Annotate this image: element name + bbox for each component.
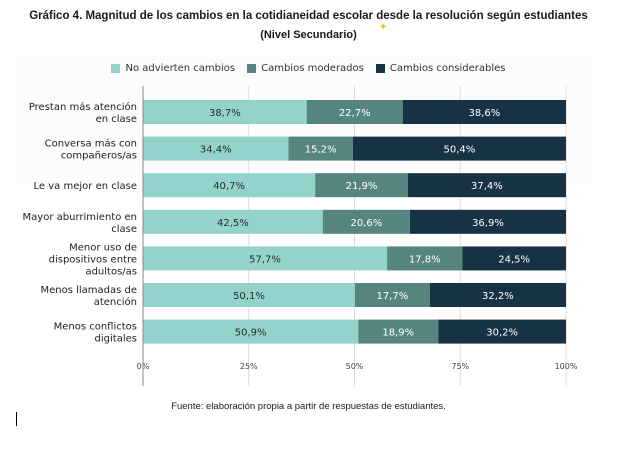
category-label: clase xyxy=(111,224,137,235)
bar-segment xyxy=(438,319,566,344)
data-label: 30,2% xyxy=(486,328,518,339)
sparkle-icon: ✦ xyxy=(379,22,388,33)
data-label: 21,9% xyxy=(346,181,378,192)
legend-label: Cambios moderados xyxy=(261,63,364,74)
bar-segment xyxy=(143,246,388,271)
data-label: 22,7% xyxy=(339,108,371,119)
data-label: 37,4% xyxy=(471,181,503,192)
data-label: 24,5% xyxy=(498,254,530,265)
legend-swatch xyxy=(375,64,385,73)
bar-segment xyxy=(429,283,566,307)
data-label: 20,6% xyxy=(350,218,382,229)
data-label: 38,6% xyxy=(468,108,500,119)
bar-segment xyxy=(143,209,323,234)
legend-item: No advierten cambios xyxy=(111,63,235,74)
bar-segment xyxy=(358,319,439,344)
x-tick-label: 75% xyxy=(451,362,469,371)
category-label: adultos/as xyxy=(85,266,137,277)
chart-title: Gráfico 4. Magnitud de los cambios en la… xyxy=(29,10,588,22)
data-label: 15,2% xyxy=(305,145,337,156)
bar-segment xyxy=(407,173,566,198)
bar-segment xyxy=(288,136,353,161)
legend-swatch xyxy=(111,64,121,73)
legend-item: Cambios considerables xyxy=(375,63,506,74)
data-label: 40,7% xyxy=(213,181,245,192)
category-label: Prestan más atención xyxy=(29,101,137,113)
category-label: en clase xyxy=(96,114,137,125)
category-label: Le va mejor en clase xyxy=(34,181,137,192)
category-label: Mayor aburrimiento en xyxy=(23,212,137,223)
data-label: 32,2% xyxy=(482,291,514,302)
data-label: 34,4% xyxy=(200,145,232,156)
category-label: digitales xyxy=(95,334,137,345)
legend-label: Cambios considerables xyxy=(389,63,506,74)
legend: No advierten cambios Cambios moderados C… xyxy=(0,63,617,74)
data-label: 17,7% xyxy=(376,291,408,302)
bar-segment xyxy=(143,136,289,161)
category-label: compañeros/as xyxy=(61,151,137,162)
text-cursor xyxy=(16,412,17,426)
x-tick-label: 25% xyxy=(240,362,258,371)
x-tick-label: 100% xyxy=(555,362,578,371)
bar-segment xyxy=(143,319,359,344)
bar-segment xyxy=(387,246,463,271)
bar-segment xyxy=(306,100,403,124)
category-label: atención xyxy=(94,296,137,308)
legend-item: Cambios moderados xyxy=(247,63,364,74)
bar-segment xyxy=(354,283,430,307)
data-label: 50,4% xyxy=(444,145,476,156)
legend-label: No advierten cambios xyxy=(125,63,236,74)
data-label: 57,7% xyxy=(249,254,281,265)
bar-segment xyxy=(143,283,355,307)
category-label: Menos llamadas de xyxy=(40,285,137,296)
bar-segment xyxy=(322,209,410,234)
bar-segment xyxy=(143,173,316,198)
bar-segment xyxy=(315,173,408,198)
category-label: Menor uso de xyxy=(69,242,137,253)
source-note: Fuente: elaboración propia a partir de r… xyxy=(171,401,446,412)
bar-segment xyxy=(402,100,566,124)
chart-subtitle: (Nivel Secundario) xyxy=(260,29,357,41)
data-label: 50,1% xyxy=(233,291,265,302)
bar-segment xyxy=(462,246,566,271)
bar-segment xyxy=(409,209,566,234)
legend-swatch xyxy=(247,64,257,73)
data-label: 42,5% xyxy=(217,218,249,229)
bar-segment xyxy=(352,136,566,161)
category-label: Menos conflictos xyxy=(54,322,137,333)
category-label: Conversa más con xyxy=(45,138,137,150)
data-label: 18,9% xyxy=(382,328,414,339)
category-label: dispositivos entre xyxy=(49,254,137,265)
data-label: 38,7% xyxy=(209,108,241,119)
data-label: 17,8% xyxy=(409,254,441,265)
data-label: 36,9% xyxy=(472,218,504,229)
data-label: 50,9% xyxy=(235,328,267,339)
x-tick-label: 50% xyxy=(346,362,364,371)
bar-segment xyxy=(143,100,307,124)
